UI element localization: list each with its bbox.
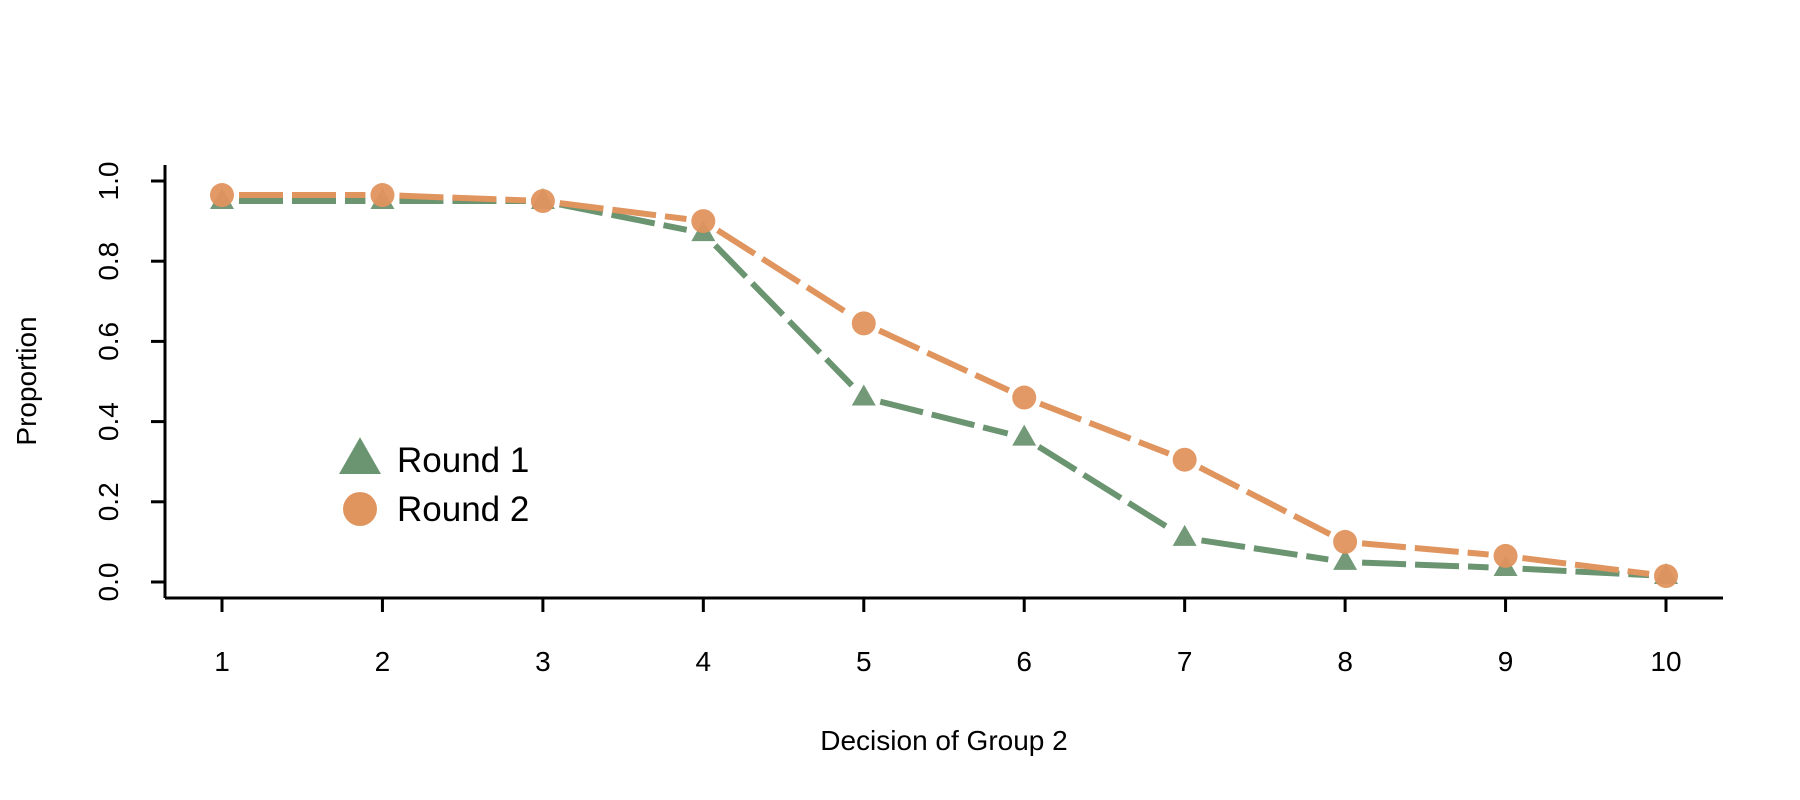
x-tick-label: 4 xyxy=(696,646,712,677)
x-tick-label: 10 xyxy=(1650,646,1681,677)
circle-marker xyxy=(851,311,876,336)
x-tick-label: 8 xyxy=(1337,646,1353,677)
axes xyxy=(163,165,1723,600)
x-tick-label: 2 xyxy=(375,646,391,677)
series-line-segment xyxy=(1037,444,1172,532)
y-tick-label: 0.8 xyxy=(93,242,124,281)
series-layer xyxy=(210,183,1678,588)
legend-label: Round 2 xyxy=(397,490,529,529)
series-line-segment xyxy=(1522,555,1650,577)
circle-marker xyxy=(370,183,395,208)
series-line-segment xyxy=(1361,540,1489,558)
legend-triangle-icon xyxy=(339,437,381,474)
circle-marker xyxy=(1333,529,1358,554)
series-line-segment xyxy=(1201,537,1329,563)
triangle-marker xyxy=(851,384,876,406)
legend-circle-icon xyxy=(343,492,377,526)
series-line-segment xyxy=(716,227,852,317)
y-tick-label: 0.2 xyxy=(93,482,124,521)
circle-marker xyxy=(210,183,234,208)
circle-marker xyxy=(1012,385,1037,410)
series-line-segment xyxy=(559,200,687,222)
series-1 xyxy=(210,188,1678,584)
triangle-marker xyxy=(1333,548,1358,570)
y-tick-label: 0.6 xyxy=(93,322,124,361)
y-tick-label: 1.0 xyxy=(93,162,124,201)
y-tick-label: 0.4 xyxy=(93,402,124,441)
circle-marker xyxy=(530,189,555,214)
series-line-segment xyxy=(1522,565,1650,579)
y-tick-label: 0.0 xyxy=(93,563,124,602)
x-tick-label: 6 xyxy=(1016,646,1032,677)
y-axis-title: Proportion xyxy=(11,316,42,445)
circle-marker xyxy=(1172,447,1197,472)
legend: Round 1 Round 2 xyxy=(339,437,529,529)
x-tick-label: 5 xyxy=(856,646,872,677)
series-line-segment xyxy=(399,192,527,204)
series-line-segment xyxy=(877,327,1011,394)
x-axis-title: Decision of Group 2 xyxy=(820,725,1067,756)
series-line-segment xyxy=(1361,559,1489,571)
circle-marker xyxy=(1493,543,1518,568)
series-line-segment xyxy=(879,398,1009,437)
series-line-segment xyxy=(1038,400,1170,457)
series-line-segment xyxy=(713,243,855,388)
x-tick-label: 3 xyxy=(535,646,551,677)
series-line-segment xyxy=(1198,464,1332,537)
series-2 xyxy=(210,183,1678,588)
x-tick-label: 1 xyxy=(214,646,230,677)
x-tick-label: 7 xyxy=(1177,646,1193,677)
circle-marker xyxy=(1654,563,1678,588)
triangle-marker xyxy=(1172,524,1197,546)
x-tick-label: 9 xyxy=(1498,646,1514,677)
circle-marker xyxy=(691,209,716,234)
legend-label: Round 1 xyxy=(397,441,529,480)
triangle-marker xyxy=(1012,424,1037,446)
ticks: 1 2 3 4 5 6 7 8 9 10 0.0 0.2 0.4 0.6 0.8 1.0 xyxy=(93,162,1682,677)
